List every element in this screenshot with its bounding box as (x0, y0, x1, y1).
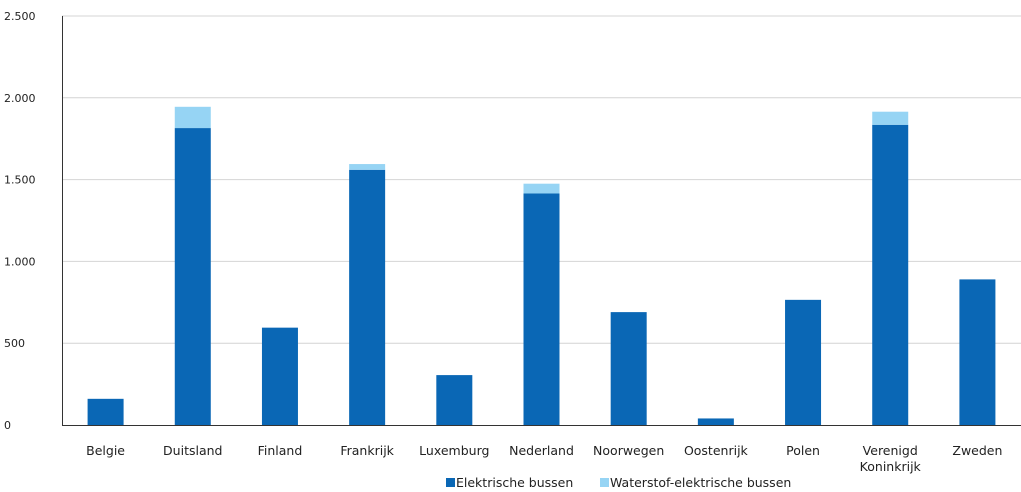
y-tick-label: 1.000 (4, 255, 36, 268)
bar-segment-elektrische (436, 375, 473, 425)
legend-swatch (446, 478, 455, 487)
bar-segment-elektrische (174, 128, 211, 426)
bar-segment-elektrische (349, 169, 386, 425)
legend-label: Elektrische bussen (456, 475, 573, 490)
bar-segment-elektrische (785, 299, 822, 425)
x-category-label: Nederland (509, 443, 574, 458)
x-axis: Belgie Duitsland Finland Frankrijk Luxemburg… (62, 425, 1021, 474)
y-tick-label: 0 (4, 419, 11, 432)
bar-segment-elektrische (872, 124, 909, 425)
x-category-label: Zweden (952, 443, 1002, 458)
legend: Elektrische bussen Waterstof-elektrische … (446, 475, 791, 490)
x-category-label: Luxemburg (419, 443, 489, 458)
bar-segment-waterstof (174, 106, 211, 129)
bar-segment-elektrische (610, 312, 647, 425)
legend-swatch (600, 478, 609, 487)
x-category-label: Polen (786, 443, 820, 458)
y-tick-label: 500 (4, 337, 25, 350)
x-category-label: Belgie (86, 443, 125, 458)
y-tick-label: 2.500 (4, 10, 36, 23)
bars (87, 106, 996, 426)
y-tick-label: 1.500 (4, 174, 36, 187)
y-axis: 0 500 1.000 1.500 2.000 2.500 (4, 10, 63, 432)
bar-segment-elektrische (261, 327, 298, 425)
x-category-label: Finland (258, 443, 303, 458)
y-tick-label: 2.000 (4, 92, 36, 105)
bar-segment-waterstof (872, 111, 909, 125)
bar-segment-elektrische (87, 398, 124, 425)
x-category-label: Duitsland (163, 443, 222, 458)
legend-label: Waterstof-elektrische bussen (610, 475, 791, 490)
bar-segment-elektrische (697, 418, 734, 425)
x-category-label: Noorwegen (593, 443, 664, 458)
x-category-label: Verenigd Koninkrijk (860, 443, 922, 474)
bar-segment-waterstof (349, 164, 386, 170)
bar-segment-waterstof (523, 183, 560, 194)
bar-segment-elektrische (523, 193, 560, 425)
x-category-label: Oostenrijk (684, 443, 749, 458)
x-category-label: Frankrijk (340, 443, 394, 458)
grid-lines (62, 15, 1021, 344)
bar-segment-elektrische (959, 279, 996, 425)
